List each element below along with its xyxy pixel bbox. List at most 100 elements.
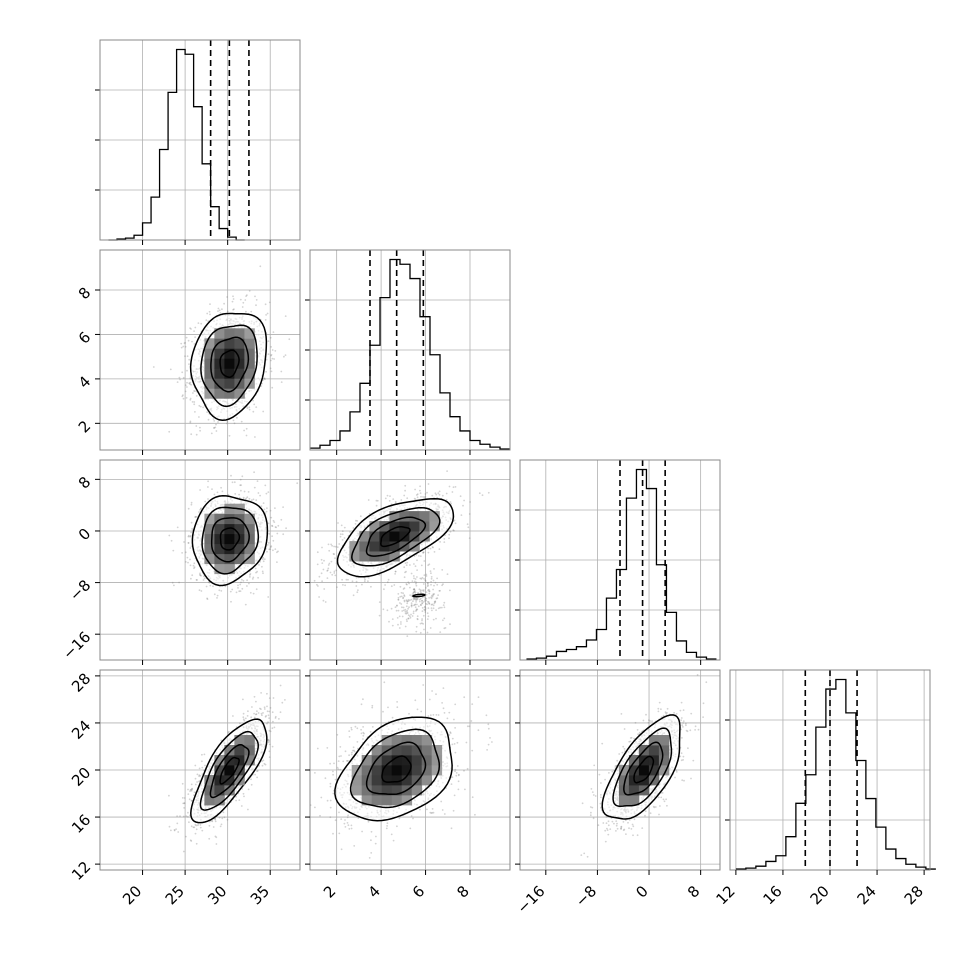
sample-point-secondary <box>412 597 415 599</box>
sample-point <box>255 571 257 574</box>
sample-point <box>481 494 484 497</box>
sample-point-secondary <box>442 583 444 585</box>
sample-point <box>152 366 155 368</box>
sample-point <box>275 526 277 529</box>
sample-point <box>273 521 276 523</box>
sample-point <box>419 485 421 488</box>
sample-point-secondary <box>425 587 427 589</box>
sample-point-secondary <box>421 600 423 602</box>
sample-point <box>405 564 408 566</box>
sample-point <box>262 556 265 559</box>
sample-point <box>271 357 274 360</box>
sample-point <box>404 489 406 492</box>
sample-point <box>207 320 210 322</box>
sample-point <box>191 528 194 530</box>
sample-point <box>327 564 330 566</box>
sample-point-secondary <box>415 608 418 611</box>
sample-point-secondary <box>412 612 415 615</box>
sample-point-secondary <box>406 583 408 586</box>
sample-point <box>264 378 266 381</box>
sample-point <box>338 543 341 545</box>
sample-point <box>243 719 246 722</box>
sample-point-secondary <box>411 593 414 595</box>
sample-point <box>367 499 370 501</box>
sample-point <box>190 328 192 330</box>
sample-point <box>416 569 418 571</box>
density-cell <box>379 521 390 532</box>
sample-point <box>321 580 323 583</box>
sample-point <box>224 585 227 588</box>
contour-2-0-2 <box>201 506 260 575</box>
sample-point <box>367 576 370 579</box>
density-cell <box>224 543 235 555</box>
sample-point <box>178 581 181 584</box>
sample-point <box>406 561 409 564</box>
sample-point <box>344 584 346 587</box>
density-cell <box>244 358 255 369</box>
sample-point-secondary <box>422 601 425 603</box>
sample-point-secondary <box>402 588 405 590</box>
sample-point-secondary <box>435 617 437 620</box>
sample-point <box>190 799 193 802</box>
sample-point <box>199 508 202 510</box>
sample-point <box>342 584 344 586</box>
sample-point-secondary <box>412 592 415 594</box>
sample-point-secondary <box>397 599 400 601</box>
sample-point <box>452 486 455 489</box>
y-tick-label-2-2: 0 <box>75 525 94 544</box>
sample-point-secondary <box>405 599 408 602</box>
sample-point <box>322 568 325 571</box>
sample-point <box>270 353 273 356</box>
sample-point-secondary <box>432 607 435 610</box>
sample-point <box>255 499 258 501</box>
sample-point <box>336 586 338 589</box>
sample-point <box>271 727 274 730</box>
sample-point <box>229 590 232 593</box>
sample-point <box>363 580 366 583</box>
sample-point <box>468 537 471 539</box>
sample-point <box>339 535 342 538</box>
sample-point-secondary <box>409 586 411 589</box>
sample-point <box>169 368 172 371</box>
sample-point <box>189 397 192 400</box>
sample-point <box>187 507 190 510</box>
sample-point <box>209 313 211 316</box>
sample-point-secondary <box>416 559 418 562</box>
sample-point <box>403 566 406 569</box>
sample-point-secondary <box>402 609 405 612</box>
sample-point <box>239 590 242 592</box>
sample-point <box>188 382 191 385</box>
sample-point-secondary <box>401 615 404 618</box>
y-tick-label-1-0: 2 <box>75 417 94 436</box>
sample-point <box>267 741 270 744</box>
sample-point <box>214 426 217 429</box>
sample-point-secondary <box>390 607 393 610</box>
sample-point-secondary <box>404 610 407 613</box>
sample-point <box>208 310 211 313</box>
density-cell <box>204 388 215 399</box>
sample-point <box>194 516 197 519</box>
density-cell <box>244 328 255 339</box>
sample-point-secondary <box>423 606 426 608</box>
sample-point <box>259 265 262 268</box>
sample-point <box>261 558 264 561</box>
density-cell <box>204 378 215 389</box>
sample-point <box>189 377 192 380</box>
sample-point <box>171 581 174 584</box>
sample-point-secondary <box>419 622 422 625</box>
sample-point <box>241 475 244 478</box>
sample-point-secondary <box>414 580 416 583</box>
density-cell <box>214 533 225 545</box>
sample-point <box>227 493 230 496</box>
sample-point <box>197 322 200 324</box>
sample-point <box>193 562 196 565</box>
sample-point <box>213 420 216 422</box>
sample-point <box>237 584 239 587</box>
sample-point <box>435 493 438 496</box>
contour-2-0-1 <box>210 517 250 563</box>
sample-point-secondary <box>426 582 429 584</box>
sample-point-secondary <box>430 580 432 583</box>
density-cell <box>224 388 235 399</box>
sample-point <box>400 499 403 501</box>
sample-point <box>271 386 274 389</box>
